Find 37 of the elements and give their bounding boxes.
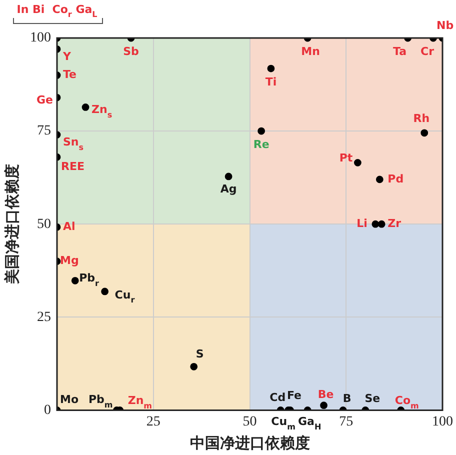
data-label: Mn — [301, 44, 320, 58]
data-label: REE — [61, 160, 84, 173]
y-tick-label: 50 — [37, 216, 51, 232]
x-tick-label: 25 — [146, 414, 160, 430]
data-label: B — [342, 392, 352, 406]
data-label: Be — [318, 388, 334, 402]
y-tick-label: 100 — [30, 30, 51, 46]
data-label: Y — [62, 50, 72, 64]
data-label: Ti — [265, 75, 277, 88]
data-label: S — [196, 348, 204, 361]
data-label: Mg — [60, 254, 79, 268]
data-label: Mo — [60, 393, 79, 406]
x-tick-label: 100 — [432, 414, 453, 430]
x-axis-title: 中国净进口依赖度 — [190, 434, 310, 452]
y-tick-label: 25 — [37, 310, 51, 325]
x-tick-label: 75 — [339, 414, 354, 430]
y-axis-title: 美国净进口依赖度 — [2, 164, 21, 286]
data-label: Zr — [388, 216, 402, 230]
y-tick-label: 0 — [44, 402, 51, 418]
data-label: Rh — [413, 112, 430, 125]
data-label: Ta — [393, 44, 407, 58]
data-label: Pd — [388, 172, 404, 186]
data-label: Se — [364, 392, 380, 406]
x-tick-label: 50 — [242, 414, 257, 430]
data-label: Nb — [436, 18, 454, 32]
data-label: Te — [63, 68, 77, 82]
data-label: Cr — [420, 44, 435, 58]
data-label: Al — [63, 220, 76, 233]
data-label: Ag — [220, 182, 237, 196]
data-label: Li — [356, 216, 368, 230]
data-label: Sb — [123, 44, 140, 58]
data-label: Fe — [286, 389, 302, 402]
data-label: Re — [253, 138, 270, 151]
y-tick-label: 75 — [37, 124, 51, 139]
data-label: Pt — [339, 152, 353, 165]
data-label: Cd — [270, 391, 286, 404]
data-label: Ge — [36, 93, 54, 106]
